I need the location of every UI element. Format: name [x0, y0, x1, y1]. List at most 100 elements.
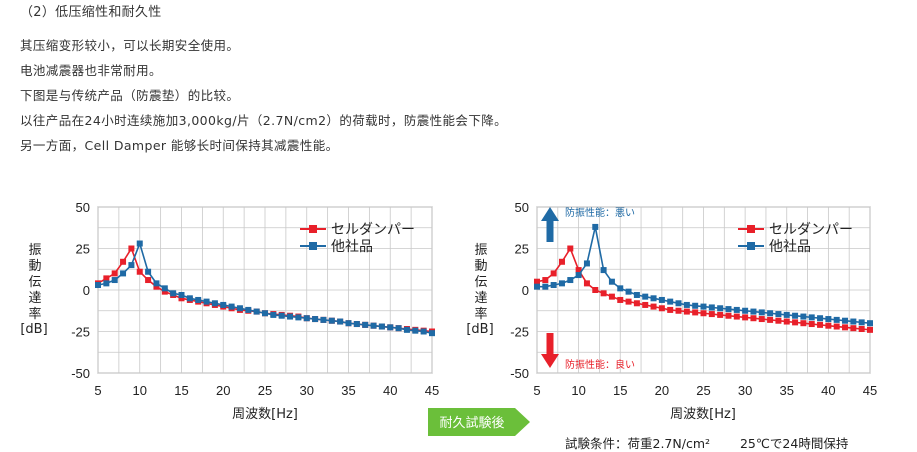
data-point	[633, 291, 640, 298]
data-point	[617, 296, 624, 303]
legend-label: セルダンパー	[331, 222, 415, 238]
data-point	[534, 278, 540, 285]
y-axis-title-char: 達	[474, 291, 487, 306]
data-point	[717, 305, 724, 312]
data-point	[633, 300, 640, 307]
data-point	[817, 315, 824, 322]
data-point	[378, 323, 385, 330]
data-point	[833, 316, 840, 323]
x-tick-label: 10	[133, 383, 147, 398]
y-tick-label: 50	[515, 200, 529, 215]
series-other-product	[534, 223, 873, 327]
data-point	[161, 288, 168, 295]
arrow-up-shaft	[546, 218, 554, 242]
data-point	[783, 311, 790, 318]
data-point	[153, 283, 160, 290]
data-point	[742, 307, 749, 314]
data-point	[353, 321, 360, 328]
data-point	[245, 306, 252, 313]
data-point	[783, 318, 790, 325]
arrow-down-shaft	[546, 333, 554, 357]
y-axis-unit: [dB]	[20, 322, 47, 337]
data-point	[253, 308, 260, 315]
legend-label: 他社品	[331, 239, 373, 255]
data-point	[575, 272, 582, 279]
data-point	[867, 320, 873, 327]
data-point	[592, 223, 599, 230]
legend-label: 他社品	[769, 239, 811, 255]
arrow-up-icon	[541, 207, 559, 221]
data-point	[625, 288, 632, 295]
section-heading: （2）低压缩性和耐久性	[20, 5, 162, 20]
data-point	[178, 291, 185, 298]
arrow-label: 耐久試験後	[439, 415, 504, 431]
data-point	[236, 305, 243, 312]
annotation-bad: 防振性能：悪い	[565, 206, 635, 219]
data-point	[542, 283, 549, 290]
data-point	[858, 326, 865, 333]
y-axis-title-char: 動	[28, 259, 41, 274]
x-axis-title: 周波数[Hz]	[232, 407, 298, 422]
data-point	[345, 320, 352, 327]
data-point	[725, 306, 732, 313]
data-point	[429, 330, 435, 337]
data-point	[211, 300, 218, 307]
data-point	[592, 287, 599, 293]
data-point	[362, 321, 369, 328]
y-tick-label: 0	[83, 283, 90, 298]
data-point	[328, 317, 335, 324]
data-point	[412, 327, 419, 334]
data-point	[808, 314, 815, 321]
data-point	[808, 321, 815, 328]
y-tick-label: -25	[71, 325, 90, 340]
data-point	[128, 262, 135, 269]
data-point	[153, 280, 160, 287]
data-point	[120, 270, 127, 277]
data-point	[850, 318, 857, 325]
data-point	[278, 312, 285, 319]
data-point	[642, 293, 649, 300]
data-point	[825, 322, 832, 329]
legend-label: セルダンパー	[769, 222, 853, 238]
y-axis-title-char: 率	[28, 306, 41, 322]
test-conditions-value: 25℃で24時間保持	[739, 436, 849, 451]
data-point	[725, 312, 732, 319]
data-point	[675, 300, 682, 307]
data-point	[742, 314, 749, 321]
data-point	[337, 318, 344, 325]
data-point	[733, 306, 740, 313]
data-point	[395, 325, 402, 332]
legend-marker	[747, 242, 755, 250]
description-line-5: 另一方面，Cell Damper 能够长时间保持其减震性能。	[20, 138, 339, 153]
y-axis-title-char: 伝	[474, 275, 487, 290]
y-tick-label: 25	[76, 242, 90, 257]
data-point	[658, 305, 665, 312]
data-point	[792, 319, 799, 326]
data-point	[700, 310, 707, 317]
data-point	[111, 270, 118, 277]
data-point	[775, 317, 782, 324]
y-axis-title-char: 振	[474, 243, 487, 258]
data-point	[583, 280, 590, 287]
x-tick-label: 40	[821, 383, 835, 398]
data-point	[600, 290, 607, 297]
x-tick-label: 30	[300, 383, 314, 398]
y-axis-title-char: 動	[474, 259, 487, 274]
y-axis-unit: [dB]	[466, 322, 493, 337]
data-point	[667, 306, 674, 313]
data-point	[842, 317, 849, 324]
data-point	[103, 275, 110, 282]
data-point	[203, 298, 210, 305]
data-point	[120, 258, 127, 265]
series-other-product	[95, 240, 435, 337]
legend-marker	[309, 225, 317, 233]
x-tick-label: 5	[94, 383, 101, 398]
data-point	[767, 316, 774, 323]
data-point	[567, 277, 574, 284]
data-point	[867, 326, 873, 333]
y-tick-label: 50	[76, 200, 90, 215]
x-tick-label: 15	[613, 383, 627, 398]
data-point	[228, 303, 235, 310]
data-point	[708, 311, 715, 318]
data-point	[650, 303, 657, 310]
